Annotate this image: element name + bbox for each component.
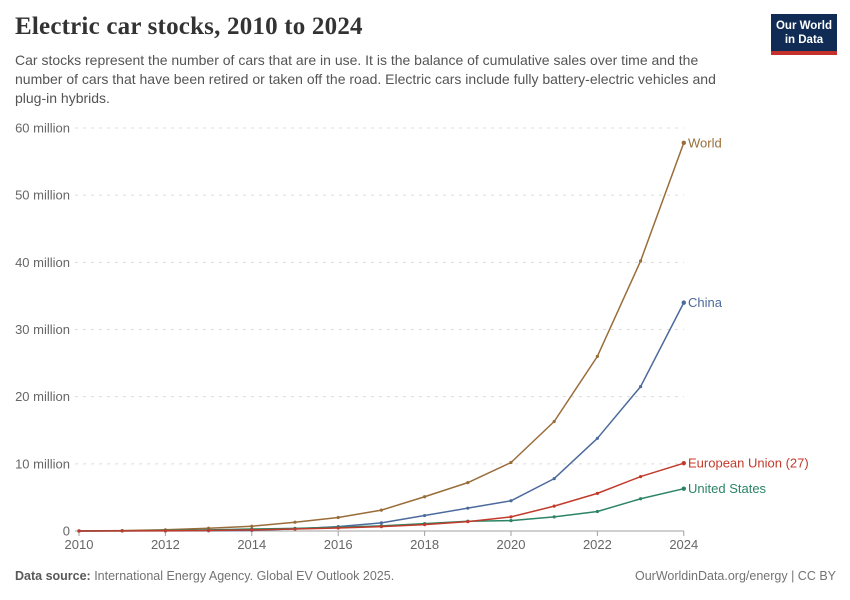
data-point — [595, 354, 600, 358]
page-title: Electric car stocks, 2010 to 2024 — [15, 13, 363, 40]
data-source-label: Data source: — [15, 569, 91, 583]
data-point — [552, 515, 556, 519]
data-point — [681, 460, 686, 466]
data-point — [509, 499, 513, 503]
data-point — [207, 528, 211, 533]
series-european-union-27[interactable]: European Union (27) — [77, 456, 809, 533]
owid-logo[interactable]: Our World in Data — [771, 14, 837, 55]
data-point — [639, 384, 643, 389]
x-axis-tick-label: 2014 — [237, 537, 266, 552]
data-point — [379, 508, 383, 512]
data-point — [552, 477, 556, 481]
chart-subtitle: Car stocks represent the number of cars … — [15, 52, 716, 106]
data-point — [293, 520, 297, 524]
data-point — [595, 436, 600, 440]
entity-label[interactable]: China — [688, 295, 723, 310]
series-line — [78, 142, 685, 532]
data-point — [595, 491, 600, 495]
data-point — [423, 495, 427, 499]
data-point — [681, 140, 686, 145]
data-point — [639, 259, 643, 263]
y-axis-tick-label: 50 million — [15, 188, 70, 203]
data-point — [250, 528, 254, 532]
series-world[interactable]: World — [77, 135, 722, 533]
x-axis-tick-label: 2020 — [497, 537, 526, 552]
data-point — [336, 515, 340, 520]
y-axis-tick-label: 20 million — [15, 389, 70, 404]
x-axis-tick-label: 2024 — [669, 537, 698, 552]
series-line — [78, 301, 685, 532]
x-axis-tick-label: 2012 — [151, 537, 180, 552]
license-link[interactable]: OurWorldinData.org/energy | CC BY — [634, 569, 836, 583]
data-point — [595, 509, 600, 514]
data-point — [681, 486, 686, 491]
data-source-text: International Energy Agency. Global EV O… — [90, 569, 395, 583]
data-point — [379, 521, 383, 525]
y-axis-tick-label: 0 — [63, 524, 70, 539]
data-point — [509, 515, 513, 519]
y-axis-tick-label: 30 million — [15, 322, 70, 337]
x-axis-tick-label: 2022 — [583, 537, 612, 552]
x-axis-tick-label: 2018 — [410, 537, 439, 552]
series-line — [78, 462, 685, 532]
data-point — [466, 519, 470, 524]
data-point — [163, 529, 167, 533]
data-point — [379, 525, 383, 529]
entity-label[interactable]: United States — [688, 481, 767, 496]
data-point — [250, 524, 254, 528]
x-axis-tick-label: 2010 — [65, 537, 94, 552]
owid-logo-line1: Our World — [775, 20, 832, 32]
entity-label[interactable]: World — [688, 135, 722, 150]
data-point — [466, 506, 470, 510]
data-point — [681, 300, 686, 305]
data-point — [552, 504, 556, 508]
y-axis-tick-label: 40 million — [15, 255, 70, 270]
data-point — [293, 527, 297, 531]
data-point — [509, 460, 513, 465]
entity-label[interactable]: European Union (27) — [688, 456, 809, 471]
data-point — [466, 481, 470, 485]
data-point — [639, 497, 643, 501]
data-point — [639, 474, 643, 479]
data-point — [336, 526, 340, 530]
data-point — [77, 529, 81, 533]
owid-logo-line2: in Data — [784, 34, 824, 46]
data-point — [552, 419, 556, 424]
y-axis-tick-label: 60 million — [15, 120, 70, 135]
data-source-note: Data source: International Energy Agency… — [15, 569, 394, 583]
x-axis-tick-label: 2016 — [324, 537, 353, 552]
data-point — [423, 523, 427, 527]
data-point — [509, 518, 513, 523]
data-point — [120, 529, 124, 533]
chart-footer: Data source: International Energy Agency… — [15, 569, 836, 583]
y-axis-tick-label: 10 million — [15, 456, 70, 471]
series-china[interactable]: China — [77, 295, 723, 533]
data-point — [423, 513, 427, 518]
